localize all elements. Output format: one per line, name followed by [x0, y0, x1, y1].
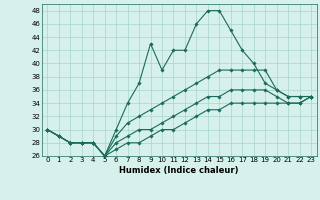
X-axis label: Humidex (Indice chaleur): Humidex (Indice chaleur)	[119, 166, 239, 175]
